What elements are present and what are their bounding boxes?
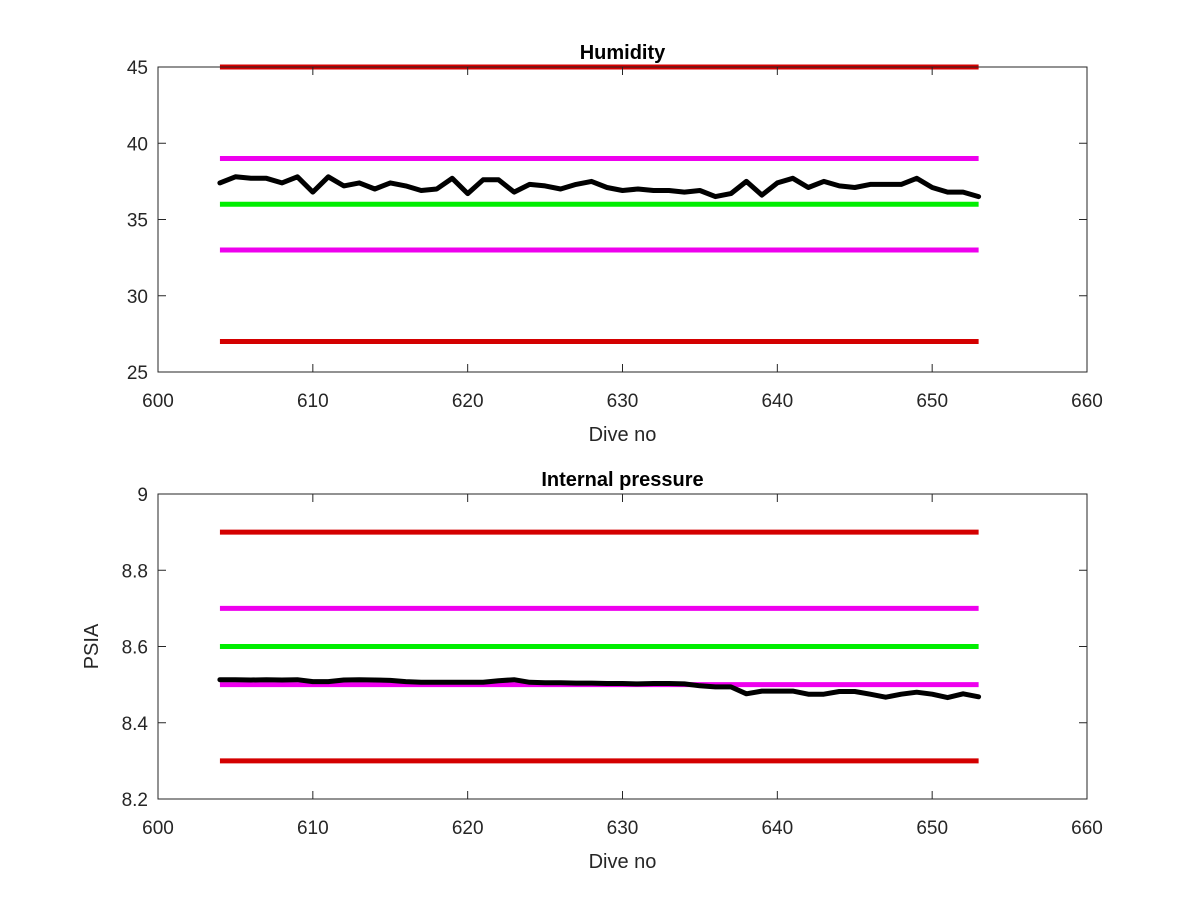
humidity-ticks-layer: 600 610 620 630 640 650 660 25 30 35 40 45: [127, 58, 1103, 412]
humidity-x-tick-label: 630: [607, 391, 639, 412]
humidity-y-tick-label: 25: [127, 363, 148, 384]
humidity-x-tick-label: 640: [761, 391, 793, 412]
pressure-x-tick-label: 620: [452, 818, 484, 839]
pressure-y-axis-label: PSIA: [81, 623, 103, 669]
pressure-x-axis-label: Dive no: [589, 851, 657, 873]
humidity-y-tick-label: 30: [127, 287, 148, 308]
pressure-x-tick-label: 650: [916, 818, 948, 839]
internal-pressure-plot: 600 610 620 630 640 650 660 8.2 8.4 8.6 8.8 9 Inter…: [81, 469, 1103, 873]
humidity-x-axis-label: Dive no: [589, 424, 657, 446]
pressure-x-tick-label: 630: [607, 818, 639, 839]
humidity-title: Humidity: [580, 42, 666, 64]
pressure-x-tick-label: 660: [1071, 818, 1103, 839]
pressure-y-tick-label: 8.6: [122, 638, 148, 659]
humidity-x-tick-label: 620: [452, 391, 484, 412]
pressure-y-tick-label: 8.8: [122, 561, 148, 582]
pressure-ticks-layer: 600 610 620 630 640 650 660 8.2 8.4 8.6 8.8 9: [122, 485, 1103, 839]
pressure-y-tick-label: 9: [137, 485, 148, 506]
humidity-y-tick-label: 35: [127, 211, 148, 232]
pressure-title: Internal pressure: [541, 469, 703, 491]
pressure-series-layer: [217, 529, 982, 764]
humidity-x-tick-label: 650: [916, 391, 948, 412]
humidity-y-tick-label: 45: [127, 58, 148, 79]
humidity-x-tick-label: 660: [1071, 391, 1103, 412]
pressure-data-line: [217, 677, 982, 701]
humidity-plot: 600 610 620 630 640 650 660 25 30 35 40 45 Humidity…: [127, 42, 1103, 446]
pressure-x-tick-label: 640: [761, 818, 793, 839]
pressure-x-tick-label: 610: [297, 818, 329, 839]
humidity-x-tick-label: 610: [297, 391, 329, 412]
pressure-y-tick-label: 8.2: [122, 790, 148, 811]
humidity-x-tick-label: 600: [142, 391, 174, 412]
humidity-data-line: [217, 174, 982, 200]
humidity-y-tick-label: 40: [127, 134, 148, 155]
pressure-x-tick-label: 600: [142, 818, 174, 839]
pressure-y-tick-label: 8.4: [122, 714, 149, 735]
